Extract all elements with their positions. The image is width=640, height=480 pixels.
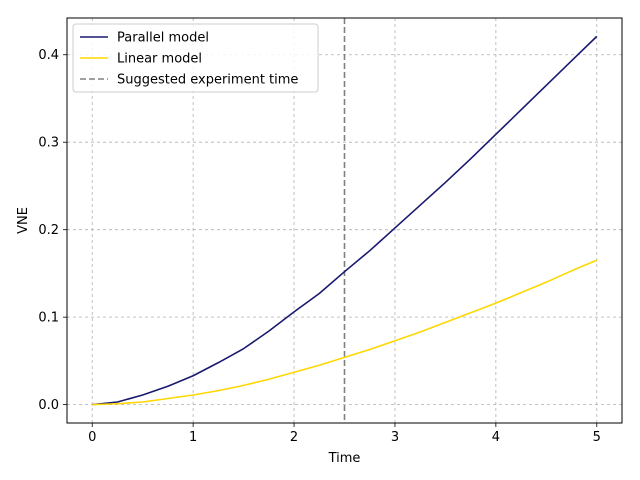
x-tick-label: 4 [492,430,500,445]
x-tick-label: 0 [88,430,96,445]
plot-area-frame [66,17,623,424]
x-tick-label: 2 [290,430,298,445]
legend-label: Linear model [117,52,202,67]
y-tick-label: 0.2 [38,223,59,238]
legend-label: Suggested experiment time [117,73,298,88]
axis-ticks: 0 1 2 3 4 5 0.0 0.1 0.2 0.3 0.4 [38,48,601,445]
series-lines [92,35,598,406]
y-tick-label: 0.4 [38,48,59,63]
y-tick-label: 0.1 [38,311,59,326]
y-tick-label: 0.0 [38,398,59,413]
x-axis-label: Time [328,451,361,466]
legend: Parallel model Linear model Suggested expe… [72,23,319,93]
y-tick-label: 0.3 [38,136,59,151]
legend-box [72,23,319,93]
series-line-linear-model [92,259,598,406]
series-line-parallel-model [92,35,598,406]
x-tick-label: 1 [189,430,197,445]
x-tick-label: 5 [593,430,601,445]
y-axis-label: VNE [16,207,31,234]
x-tick-label: 3 [391,430,399,445]
legend-label: Parallel model [117,31,209,46]
